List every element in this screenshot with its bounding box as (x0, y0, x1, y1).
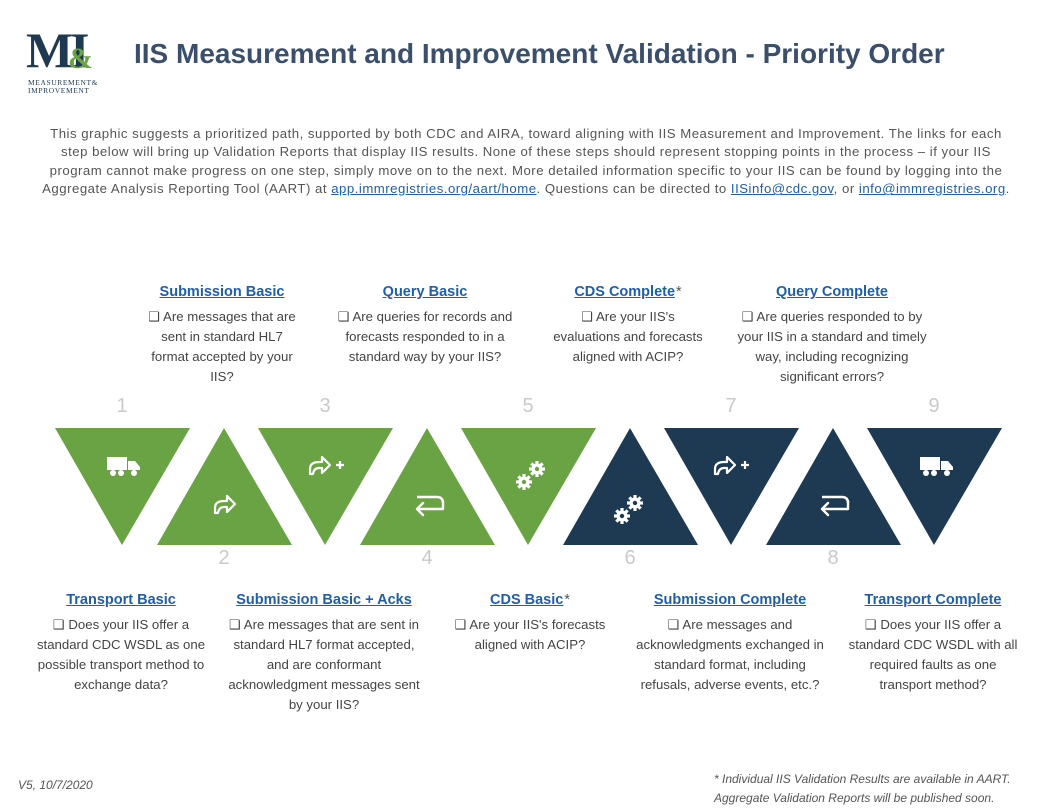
footnote: * Individual IIS Validation Results are … (714, 772, 1011, 805)
triangle-step-3[interactable] (258, 428, 393, 545)
mi-logo: M I & MEASUREMENT& IMPROVEMENT (26, 22, 106, 95)
cds-basic-asterisk: * (564, 592, 570, 608)
aira-email-link[interactable]: info@immregistries.org (858, 181, 1006, 197)
intro-text-1: This graphic suggests a prioritized path… (42, 126, 1003, 197)
step-5-question: ❑ Are your IIS's forecasts aligned with … (454, 617, 606, 652)
logo-ampersand: & (68, 42, 93, 75)
logo-m: M (26, 22, 73, 78)
step-number-6: 6 (624, 547, 636, 569)
triangle-step-4[interactable] (360, 428, 495, 545)
query-basic-link[interactable]: Query Basic (382, 284, 468, 300)
logo-line2: IMPROVEMENT (28, 86, 90, 95)
triangle-step-5[interactable] (461, 428, 596, 545)
step-9-question: ❑ Does your IIS offer a standard CDC WSD… (848, 617, 1018, 692)
query-complete-link[interactable]: Query Complete (776, 284, 888, 300)
step-4-question: ❑ Are queries for records and forecasts … (337, 309, 513, 364)
step-card-6: CDS Complete* ❑ Are your IIS's evaluatio… (548, 283, 708, 367)
step-card-9: Transport Complete ❑ Does your IIS offer… (848, 591, 1018, 695)
step-card-1: Transport Basic ❑ Does your IIS offer a … (35, 591, 207, 695)
submission-basic-acks-link[interactable]: Submission Basic + Acks (236, 592, 412, 608)
step-card-8: Query Complete ❑ Are queries responded t… (732, 283, 932, 387)
cds-complete-link[interactable]: CDS Complete (574, 284, 676, 300)
triangle-step-2[interactable] (157, 428, 292, 545)
step-1-question: ❑ Does your IIS offer a standard CDC WSD… (36, 617, 206, 692)
step-number-2: 2 (218, 547, 230, 569)
step-2-question: ❑ Are messages that are sent in standard… (148, 309, 296, 384)
cds-basic-link[interactable]: CDS Basic (490, 592, 564, 608)
logo-i: I (70, 22, 89, 78)
step-3-question: ❑ Are messages that are sent in standard… (228, 617, 420, 712)
submission-basic-link[interactable]: Submission Basic (159, 284, 285, 300)
step-number-8: 8 (827, 547, 839, 569)
transport-basic-link[interactable]: Transport Basic (66, 592, 176, 608)
step-card-4: Query Basic ❑ Are queries for records an… (332, 283, 518, 367)
step-8-question: ❑ Are queries responded to by your IIS i… (737, 309, 927, 384)
intro-text-2: . Questions can be directed to (536, 181, 731, 197)
step-number-7: 7 (725, 395, 737, 417)
step-number-4: 4 (421, 547, 433, 569)
cds-complete-asterisk: * (676, 284, 682, 300)
intro-text-3: , or (833, 181, 859, 197)
submission-complete-link[interactable]: Submission Complete (653, 592, 807, 608)
triangle-step-1[interactable] (55, 428, 190, 545)
intro-text-4: . (1005, 181, 1010, 197)
step-number-3: 3 (319, 395, 331, 417)
cdc-email-link[interactable]: IISinfo@cdc.gov (730, 181, 834, 197)
page-title: IIS Measurement and Improvement Validati… (134, 38, 945, 69)
step-number-1: 1 (116, 395, 128, 417)
triangle-step-8[interactable] (766, 428, 901, 545)
step-card-5: CDS Basic* ❑ Are your IIS's forecasts al… (450, 591, 610, 655)
step-7-question: ❑ Are messages and acknowledgments excha… (636, 617, 824, 692)
intro-paragraph: This graphic suggests a prioritized path… (40, 125, 1012, 199)
triangle-step-7[interactable] (664, 428, 799, 545)
triangle-step-9[interactable] (867, 428, 1002, 545)
step-6-question: ❑ Are your IIS's evaluations and forecas… (553, 309, 703, 364)
step-card-7: Submission Complete ❑ Are messages and a… (632, 591, 828, 695)
version-label: V5, 10/7/2020 (18, 778, 93, 792)
step-card-2: Submission Basic ❑ Are messages that are… (142, 283, 302, 387)
step-card-3: Submission Basic + Acks ❑ Are messages t… (226, 591, 422, 715)
step-number-5: 5 (522, 395, 534, 417)
logo-line1: MEASUREMENT& (28, 78, 99, 87)
transport-complete-link[interactable]: Transport Complete (864, 592, 1002, 608)
triangle-step-6[interactable] (563, 428, 698, 545)
aart-link[interactable]: app.immregistries.org/aart/home (331, 181, 537, 197)
step-number-9: 9 (928, 395, 940, 417)
